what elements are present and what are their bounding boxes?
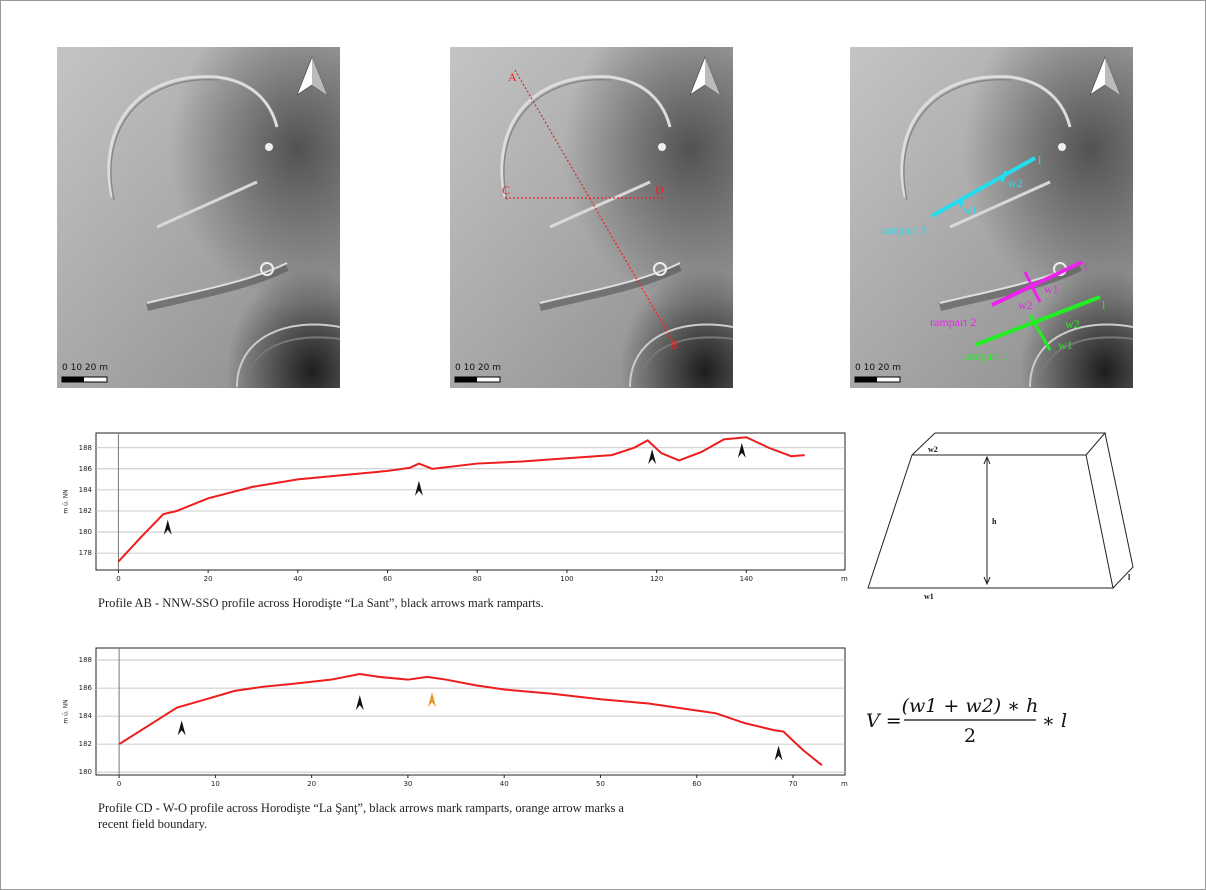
x-unit: m <box>841 575 848 583</box>
y-axis-label: m ü. NN <box>63 699 70 723</box>
map-label: w1 <box>1058 338 1073 352</box>
formula-numerator: (w1 + w2) ∗ h <box>902 695 1039 717</box>
map-panel: 0 10 20 m <box>57 47 340 388</box>
caption: recent field boundary. <box>98 817 207 831</box>
arrow-marker <box>163 519 172 535</box>
scale-label: 0 10 20 m <box>855 363 901 373</box>
y-axis-label: m ü. NN <box>63 489 70 513</box>
x-tick-label: 30 <box>403 780 412 788</box>
y-tick-label: 182 <box>79 507 92 515</box>
map-label: l <box>1038 153 1042 167</box>
arrow-marker <box>427 692 436 708</box>
y-tick-label: 186 <box>79 684 93 692</box>
y-tick-label: 178 <box>79 549 92 557</box>
x-tick-label: 60 <box>692 780 701 788</box>
map-label: D <box>655 183 664 197</box>
plot-area <box>95 432 846 571</box>
map-label: w1 <box>1044 282 1059 296</box>
arrow-marker <box>177 720 186 736</box>
map-panel: A B C D 0 10 20 m <box>450 47 733 388</box>
x-tick-label: 20 <box>307 780 316 788</box>
x-unit: m <box>841 780 848 788</box>
plot-area <box>95 647 846 776</box>
map-label: l <box>1102 298 1106 312</box>
map-label: rampart 3 <box>880 223 926 237</box>
map-label: C <box>502 183 510 197</box>
x-tick-label: 140 <box>740 575 753 583</box>
scale-label: 0 10 20 m <box>455 363 501 373</box>
y-tick-label: 188 <box>79 444 92 452</box>
arrow-marker <box>737 442 746 458</box>
map-label: w2 <box>1008 176 1023 190</box>
map-label: rampart 2 <box>930 315 976 329</box>
map-label: w1 <box>963 203 978 217</box>
arrow-marker <box>648 449 657 465</box>
profile-line <box>117 436 805 563</box>
diagram-label: h <box>992 517 997 526</box>
x-tick-label: 40 <box>293 575 302 583</box>
caption: Profile AB - NNW-SSO profile across Horo… <box>98 596 544 610</box>
arrow-marker <box>414 480 423 496</box>
trapezoid-diagram <box>867 432 1134 589</box>
formula-lhs: V = <box>866 710 902 732</box>
map-label: B <box>670 338 678 352</box>
y-tick-label: 188 <box>79 656 92 664</box>
diagram-label: w1 <box>924 592 934 601</box>
scale-label: 0 10 20 m <box>62 363 108 373</box>
arrow-marker <box>355 695 364 711</box>
x-tick-label: 50 <box>596 780 605 788</box>
y-tick-label: 182 <box>79 740 92 748</box>
caption: Profile CD - W-O profile across Horodişt… <box>98 801 624 815</box>
diagram-label: w2 <box>928 445 938 454</box>
formula-denominator: 2 <box>964 725 976 747</box>
x-tick-label: 0 <box>117 780 121 788</box>
x-tick-label: 20 <box>204 575 213 583</box>
map-label: rampart 1 <box>962 349 1008 363</box>
map-label: l <box>1084 260 1088 274</box>
formula-tail: ∗ l <box>1042 710 1067 732</box>
x-tick-label: 40 <box>500 780 509 788</box>
arrow-marker <box>774 745 783 761</box>
y-tick-label: 184 <box>79 712 93 720</box>
y-tick-label: 184 <box>79 486 93 494</box>
x-tick-label: 0 <box>116 575 120 583</box>
map-label: w2 <box>1065 317 1080 331</box>
y-tick-label: 180 <box>79 768 92 776</box>
x-tick-label: 120 <box>650 575 663 583</box>
y-tick-label: 186 <box>79 465 93 473</box>
x-tick-label: 70 <box>789 780 798 788</box>
profile-line <box>118 673 823 766</box>
map-label: A <box>508 70 517 84</box>
map-panel: rampart 3 w1 w2 l rampart 2 w2 w1 l ramp… <box>850 47 1133 388</box>
x-tick-label: 80 <box>473 575 482 583</box>
x-tick-label: 100 <box>560 575 573 583</box>
diagram-label: l <box>1128 573 1131 582</box>
x-tick-label: 10 <box>211 780 220 788</box>
y-tick-label: 180 <box>79 528 92 536</box>
map-label: w2 <box>1018 298 1033 312</box>
x-tick-label: 60 <box>383 575 392 583</box>
